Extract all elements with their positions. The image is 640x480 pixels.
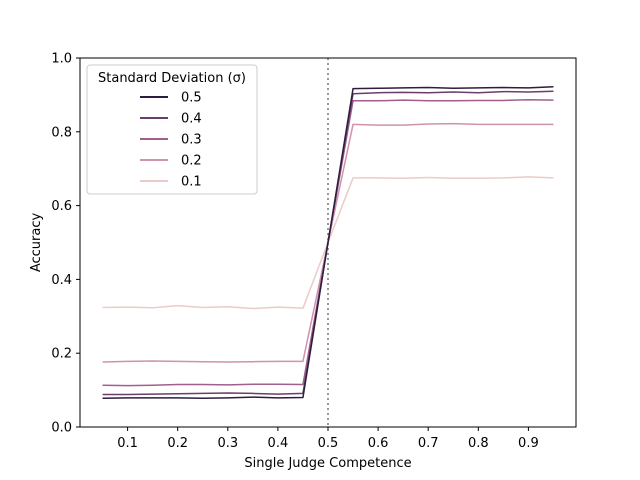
y-axis-label: Accuracy <box>29 213 44 273</box>
x-tick-label: 0.2 <box>167 436 188 451</box>
y-tick-label: 1.0 <box>51 52 72 67</box>
y-tick-label: 0.0 <box>51 421 72 436</box>
legend-entry: 0.3 <box>181 133 202 148</box>
legend-entry: 0.1 <box>181 175 202 190</box>
x-tick-label: 0.6 <box>368 436 389 451</box>
x-tick-label: 0.4 <box>268 436 289 451</box>
y-tick-label: 0.6 <box>51 199 72 214</box>
x-axis-label: Single Judge Competence <box>244 456 411 471</box>
x-tick-label: 0.5 <box>318 436 339 451</box>
y-tick-label: 0.4 <box>51 273 72 288</box>
x-tick-label: 0.1 <box>117 436 138 451</box>
x-tick-label: 0.3 <box>217 436 238 451</box>
series-line-0-5 <box>102 86 554 399</box>
legend-title: Standard Deviation (σ) <box>98 71 246 86</box>
y-axis: 0.0 0.2 0.4 0.6 0.8 1.0 <box>51 52 80 436</box>
y-tick-label: 0.2 <box>51 347 72 362</box>
legend-frame <box>86 64 258 195</box>
series-layer <box>102 86 554 399</box>
legend: Standard Deviation (σ) 0.5 0.4 0.3 0.2 0.1 <box>86 64 258 195</box>
x-tick-label: 0.8 <box>468 436 489 451</box>
x-axis: 0.1 0.2 0.3 0.4 0.5 0.6 0.7 0.8 0.9 <box>117 427 539 451</box>
y-tick-label: 0.8 <box>51 125 72 140</box>
legend-items: 0.5 0.4 0.3 0.2 0.1 <box>140 91 202 190</box>
x-tick-label: 0.9 <box>518 436 539 451</box>
legend-entry: 0.2 <box>181 154 202 169</box>
legend-entry: 0.4 <box>181 112 202 127</box>
x-tick-label: 0.7 <box>418 436 439 451</box>
legend-entry: 0.5 <box>181 91 202 106</box>
